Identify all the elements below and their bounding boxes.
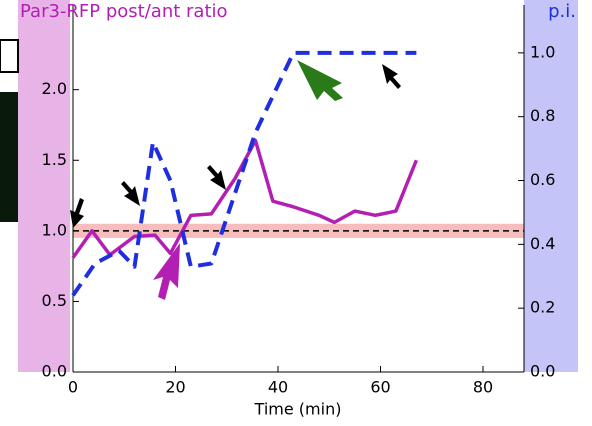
y-tick-label: 1.5 [42,150,67,169]
cropped-image [0,92,18,222]
left-axis-band [18,0,70,372]
arrow [297,60,343,101]
arrow [70,198,84,228]
y-tick-label: 0.0 [42,362,67,381]
right-axis-band [524,0,578,372]
y2-axis-label: p.i. [548,1,576,22]
chart-title: Par3-RFP post/ant ratio [20,1,228,22]
y2-tick-label: 0.0 [530,362,555,381]
arrow [153,243,180,300]
cropped-box [0,39,19,73]
y2-tick-label: 1.0 [530,42,555,61]
y2-tick-label: 0.6 [530,170,555,189]
x-tick-label: 0 [68,378,78,397]
arrow [121,181,140,206]
y2-tick-label: 0.8 [530,106,555,125]
y2-tick-label: 0.4 [530,234,555,253]
arrows [70,60,401,300]
x-tick-label: 20 [165,378,185,397]
x-axis-label: Time (min) [254,400,342,419]
x-tick-label: 80 [473,378,493,397]
y2-tick-label: 0.2 [530,298,555,317]
x-tick-label: 60 [370,378,390,397]
y-tick-label: 2.0 [42,79,67,98]
arrow [207,165,226,190]
plot-area: 0 20 40 60 80 0.0 0.5 1.0 1.5 2.0 0.0 0.2 0.4 0.6 0.8 1… [42,5,555,397]
arrow [382,64,401,89]
y-tick-label: 0.5 [42,291,67,310]
series-line [71,50,417,297]
y-tick-label: 1.0 [42,220,67,239]
x-tick-label: 40 [268,378,288,397]
series-line [71,138,418,259]
